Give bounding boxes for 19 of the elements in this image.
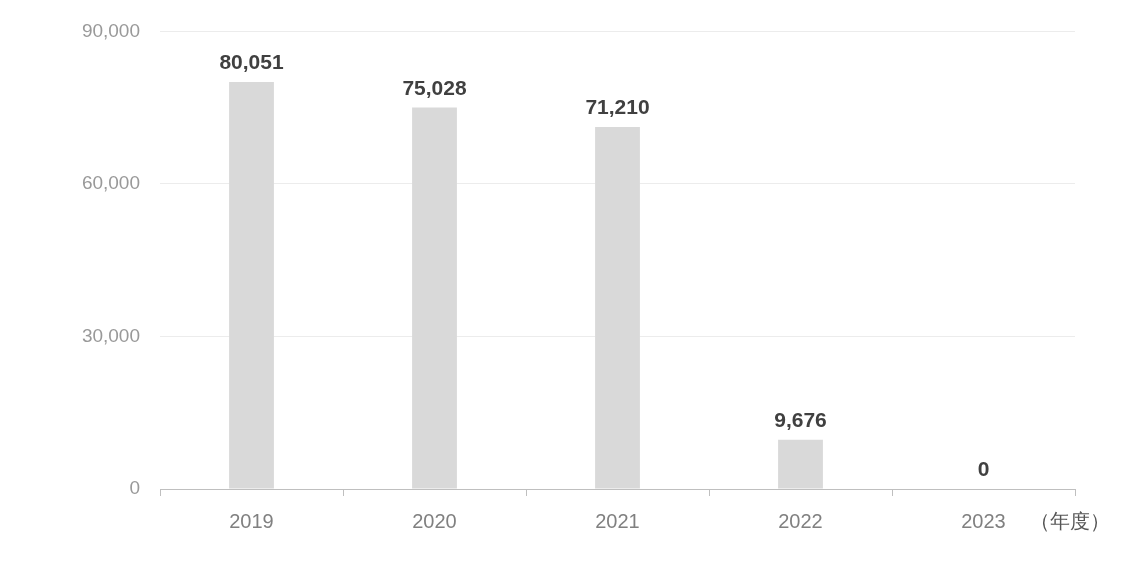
- data-label: 71,210: [585, 95, 650, 119]
- x-tick-label: 2023: [961, 509, 1006, 532]
- x-axis-title: （年度）: [1030, 509, 1110, 532]
- y-tick-label: 60,000: [81, 172, 140, 194]
- x-tick-label: 2021: [595, 509, 640, 532]
- y-tick-label: 30,000: [81, 324, 140, 346]
- x-tick-label: 2019: [229, 509, 274, 532]
- bar: [229, 81, 274, 489]
- y-tick-label: 90,000: [81, 19, 140, 41]
- data-label: 0: [977, 457, 990, 481]
- x-tick-label: 2020: [412, 509, 457, 532]
- y-tick-label: 0: [129, 477, 140, 499]
- data-label: 80,051: [219, 50, 284, 74]
- data-label: 9,676: [774, 408, 827, 432]
- data-label: 75,028: [402, 75, 467, 99]
- bar: [595, 126, 640, 489]
- x-tick-label: 2022: [778, 509, 823, 532]
- bar: [778, 439, 823, 489]
- bar: [412, 107, 457, 489]
